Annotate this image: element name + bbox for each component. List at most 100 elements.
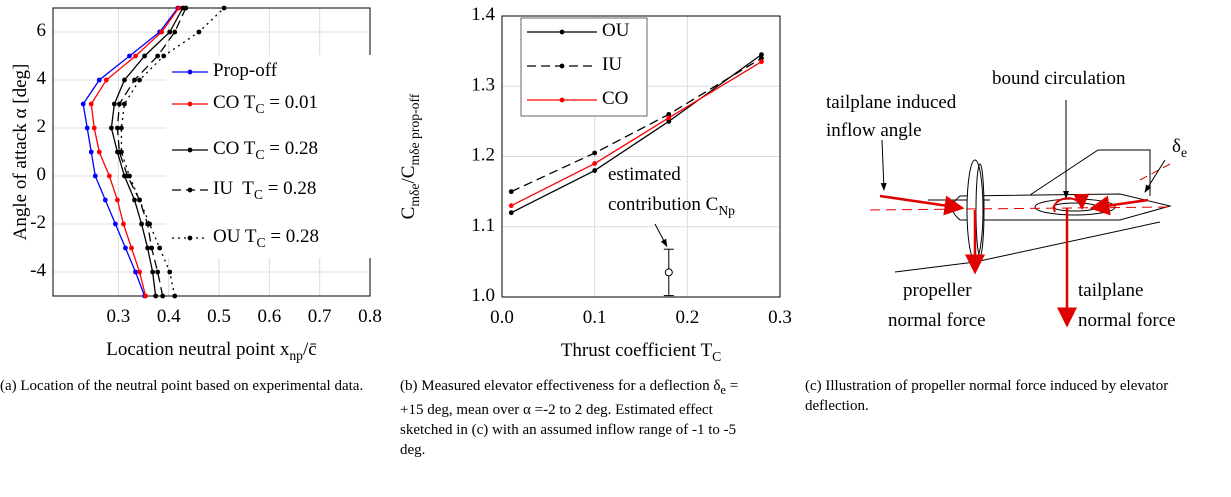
marker [115,125,120,131]
marker [172,29,178,35]
caption: (b) Measured elevator effectiveness for … [400,378,739,458]
marker [137,197,142,203]
marker [127,173,132,179]
marker [143,293,148,299]
marker [132,197,137,203]
marker [132,77,137,83]
marker [123,245,128,251]
marker [108,125,114,131]
x-tick-label: 0.8 [358,306,382,327]
x-tick-label: 0.0 [490,307,514,328]
marker [91,125,97,131]
fuselage [952,193,1172,221]
y-tick-label: 1.1 [471,215,495,236]
marker [147,221,153,227]
marker [759,52,764,58]
diagram-label: normal force [888,310,986,331]
x-tick-label: 0.2 [675,307,699,328]
x-tick-label: 0.6 [257,306,281,327]
diagram-label: normal force [1078,310,1176,331]
legend-marker [187,101,193,107]
marker [92,173,98,179]
marker [167,269,173,275]
marker [133,53,138,59]
marker [666,118,672,124]
x-tick-label: 0.7 [308,306,332,327]
y-tick-label: 2 [37,116,47,137]
y-tick-label: -4 [30,260,46,281]
annotation-arrow [654,223,668,248]
legend-label: OU TC = 0.28 [213,226,319,250]
y-tick-label: -2 [30,212,46,233]
y-tick-label: 1.4 [471,4,495,25]
marker [508,203,514,209]
marker [592,150,598,156]
legend-label: CO TC = 0.01 [213,92,318,116]
marker [157,245,163,251]
marker [142,53,147,59]
x-axis-label: Location neutral point xnp/c̄ [106,339,316,363]
marker [117,101,122,107]
y-tick-label: 1.0 [471,285,495,306]
y-tick-label: 6 [37,20,47,41]
annotation: contribution CNp [608,194,735,218]
annotation: estimated [608,164,681,185]
marker [119,125,124,131]
x-tick-label: 0.4 [157,306,181,327]
marker [84,125,90,131]
marker [592,168,598,173]
marker [183,5,189,11]
y-axis-label: Cmδe/Cmδe prop-off [398,93,422,219]
marker [759,59,764,65]
marker [150,269,156,275]
marker [759,55,764,61]
pointer [880,139,887,191]
marker [122,77,127,83]
diagram-label: bound circulation [992,68,1126,89]
marker [508,210,514,216]
marker [106,173,112,179]
marker [666,111,672,117]
marker [103,77,109,83]
legend-label: IU TC = 0.28 [213,178,316,202]
marker [221,5,227,11]
legend-box [166,55,374,258]
marker [133,269,138,275]
y-tick-label: 4 [37,68,47,89]
plot-frame [501,15,781,298]
diagram-label: tailplane [1078,280,1143,301]
legend-marker [559,97,565,103]
x-tick-label: 0.3 [768,307,792,328]
marker [161,53,167,59]
legend-label: OU [602,20,630,41]
marker [80,101,86,107]
series-line [510,54,762,214]
marker [96,77,102,83]
diagram-label: inflow angle [826,120,922,141]
marker [122,101,127,107]
legend-marker [187,187,193,193]
diagram-label: δe [1172,136,1187,160]
deflection-line [1139,163,1171,181]
series-line [510,57,762,193]
marker [666,115,672,121]
figure: bound circulation tailplane induced infl… [10,4,1187,364]
marker [121,221,126,227]
marker [167,29,173,35]
legend-label: CO TC = 0.28 [213,138,318,162]
marker [102,197,108,203]
marker [88,101,94,107]
diagram [869,100,1172,328]
fin [1029,149,1151,196]
legend-label: IU [602,54,622,75]
caption: (a) Location of the neutral point based … [0,378,364,394]
x-tick-label: 0.1 [583,307,607,328]
marker [137,269,142,275]
x-axis-label: Thrust coefficient TC [561,340,721,364]
marker [592,161,598,166]
marker [149,245,155,251]
series-line [510,61,762,207]
marker [176,5,182,11]
reference-line [869,206,1169,211]
